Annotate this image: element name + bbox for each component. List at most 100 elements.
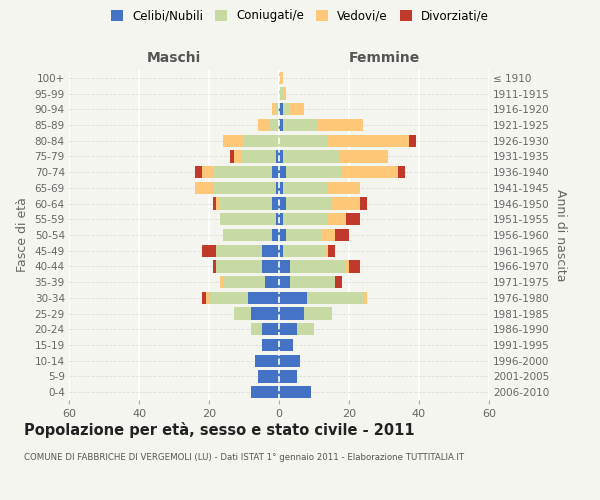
Bar [209,292,248,304]
Bar [275,213,279,226]
Bar [279,134,328,147]
Bar [290,103,304,116]
Text: Femmine: Femmine [349,52,419,66]
Text: Popolazione per età, sesso e stato civile - 2011: Popolazione per età, sesso e stato civil… [24,422,415,438]
Bar [279,386,311,398]
Bar [279,103,283,116]
Bar [220,198,272,209]
Bar [202,292,205,304]
Bar [283,150,338,162]
Bar [262,339,279,351]
Bar [254,354,279,367]
Y-axis label: Anni di nascita: Anni di nascita [554,188,566,281]
Bar [283,103,290,116]
Bar [349,260,359,272]
Bar [269,119,279,131]
Bar [230,150,233,162]
Bar [363,292,367,304]
Bar [262,260,279,272]
Bar [328,213,346,226]
Bar [216,260,262,272]
Bar [317,119,363,131]
Bar [286,229,321,241]
Bar [279,166,286,178]
Bar [272,103,275,116]
Bar [262,323,279,336]
Text: COMUNE DI FABBRICHE DI VERGEMOLI (LU) - Dati ISTAT 1° gennaio 2011 - Elaborazion: COMUNE DI FABBRICHE DI VERGEMOLI (LU) - … [24,452,464,462]
Bar [279,354,300,367]
Bar [262,244,279,257]
Bar [325,244,328,257]
Bar [241,150,275,162]
Bar [283,244,325,257]
Bar [223,134,244,147]
Bar [286,198,331,209]
Bar [328,244,335,257]
Bar [202,244,216,257]
Bar [283,213,328,226]
Bar [202,166,212,178]
Bar [220,276,223,288]
Bar [279,308,304,320]
Bar [258,119,269,131]
Bar [331,198,359,209]
Bar [233,150,241,162]
Bar [279,150,283,162]
Bar [275,150,279,162]
Bar [248,292,279,304]
Bar [258,370,279,382]
Bar [251,323,262,336]
Bar [223,276,265,288]
Text: Maschi: Maschi [147,52,201,66]
Bar [272,166,279,178]
Bar [275,103,279,116]
Bar [279,213,283,226]
Bar [283,88,286,100]
Bar [359,198,367,209]
Bar [212,182,275,194]
Bar [223,229,272,241]
Bar [212,260,216,272]
Bar [409,134,415,147]
Legend: Celibi/Nubili, Coniugati/e, Vedovi/e, Divorziati/e: Celibi/Nubili, Coniugati/e, Vedovi/e, Di… [107,6,493,26]
Bar [307,292,363,304]
Bar [279,323,296,336]
Bar [279,198,286,209]
Bar [251,386,279,398]
Bar [279,292,307,304]
Bar [398,166,405,178]
Bar [279,88,283,100]
Bar [304,308,331,320]
Bar [279,339,293,351]
Bar [244,134,279,147]
Bar [279,119,283,131]
Bar [335,276,342,288]
Bar [290,260,346,272]
Bar [342,166,398,178]
Bar [335,229,349,241]
Bar [279,276,290,288]
Y-axis label: Fasce di età: Fasce di età [16,198,29,272]
Bar [338,150,388,162]
Bar [251,308,279,320]
Bar [279,260,290,272]
Bar [205,292,209,304]
Bar [212,198,216,209]
Bar [346,260,349,272]
Bar [328,182,359,194]
Bar [279,370,296,382]
Bar [279,244,283,257]
Bar [195,182,212,194]
Bar [346,213,359,226]
Bar [212,166,272,178]
Bar [275,182,279,194]
Bar [279,229,286,241]
Bar [283,182,328,194]
Bar [265,276,279,288]
Bar [272,198,279,209]
Bar [283,119,317,131]
Bar [321,229,335,241]
Bar [296,323,314,336]
Bar [272,229,279,241]
Bar [290,276,335,288]
